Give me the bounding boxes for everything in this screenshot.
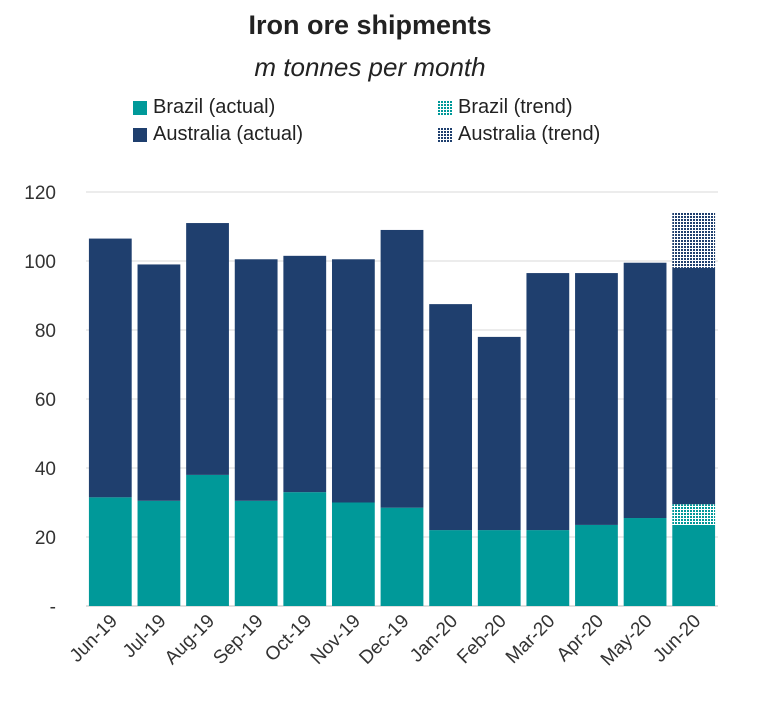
bar-brazil-actual-oct-19: [283, 492, 327, 606]
bar-brazil-actual-apr-20: [575, 524, 618, 606]
x-tick-label: Jan-20: [406, 611, 462, 667]
y-tick-label: 40: [35, 459, 56, 480]
bar-australia-actual-sep-19: [234, 259, 278, 501]
y-tick-label: 120: [24, 183, 56, 204]
bar-brazil-actual-jan-20: [429, 530, 473, 606]
x-tick-label: Oct-19: [261, 611, 316, 666]
x-tick-label: Jun-20: [649, 611, 705, 667]
y-tick-label: -: [50, 597, 56, 618]
bar-brazil-actual-jul-19: [137, 500, 181, 606]
y-tick-label: 100: [24, 252, 56, 273]
bar-brazil-actual-sep-19: [234, 500, 278, 606]
bar-brazil-actual-may-20: [623, 518, 667, 606]
x-tick-label: Sep-19: [210, 611, 268, 669]
bar-australia-actual-jul-19: [137, 264, 181, 501]
bar-australia-actual-nov-19: [331, 259, 375, 503]
x-tick-label: Mar-20: [502, 611, 559, 668]
x-tick-label: Nov-19: [307, 611, 365, 669]
chart-title: Iron ore shipments: [248, 10, 492, 40]
bar-australia-actual-jun-20: [672, 267, 716, 505]
x-tick-label: Dec-19: [355, 611, 413, 669]
bar-australia-actual-dec-19: [380, 229, 424, 508]
bar-brazil-actual-jun-19: [88, 497, 132, 606]
x-tick-label: Jun-19: [66, 611, 122, 667]
bar-australia-actual-aug-19: [186, 223, 229, 475]
legend-item-australia-trend: Australia (trend): [438, 123, 600, 146]
legend-swatch-brazil-actual: [133, 100, 147, 115]
y-tick-label: 60: [35, 390, 56, 411]
bar-australia-actual-may-20: [623, 262, 667, 519]
bar-australia-actual-feb-20: [477, 336, 521, 531]
bar-brazil-actual-feb-20: [477, 530, 521, 606]
x-tick-label: Feb-20: [453, 611, 510, 668]
legend-swatch-australia-trend: [438, 127, 452, 142]
legend-label-brazil-trend: Brazil (trend): [458, 96, 573, 118]
bar-brazil-actual-nov-19: [331, 502, 375, 606]
bar-brazil-actual-mar-20: [526, 530, 570, 606]
bar-brazil-trend-jun-20: [672, 504, 716, 525]
legend-label-australia-trend: Australia (trend): [458, 123, 601, 145]
bar-australia-actual-oct-19: [283, 255, 327, 493]
legend: Brazil (actual) Brazil (trend) Australia…: [133, 96, 693, 156]
legend-item-brazil-actual: Brazil (actual): [133, 96, 275, 119]
legend-swatch-brazil-trend: [438, 100, 452, 115]
bar-australia-actual-jan-20: [429, 304, 473, 531]
bar-australia-actual-jun-19: [88, 238, 132, 498]
y-tick-label: 80: [35, 321, 56, 342]
bar-brazil-actual-dec-19: [380, 507, 424, 606]
chart-subtitle: m tonnes per month: [254, 52, 486, 82]
bar-brazil-actual-aug-19: [186, 474, 229, 606]
x-tick-label: Aug-19: [161, 611, 219, 669]
legend-swatch-australia-actual: [133, 127, 147, 142]
y-tick-label: 20: [35, 528, 56, 549]
x-tick-label: May-20: [597, 611, 657, 671]
legend-item-australia-actual: Australia (actual): [133, 123, 303, 146]
bar-australia-actual-apr-20: [575, 273, 618, 525]
legend-item-brazil-trend: Brazil (trend): [438, 96, 572, 119]
legend-label-brazil-actual: Brazil (actual): [153, 96, 276, 118]
bar-brazil-actual-jun-20: [672, 524, 716, 606]
bar-australia-actual-mar-20: [526, 273, 570, 531]
legend-label-australia-actual: Australia (actual): [153, 123, 304, 145]
bar-australia-trend-jun-20: [672, 212, 716, 268]
